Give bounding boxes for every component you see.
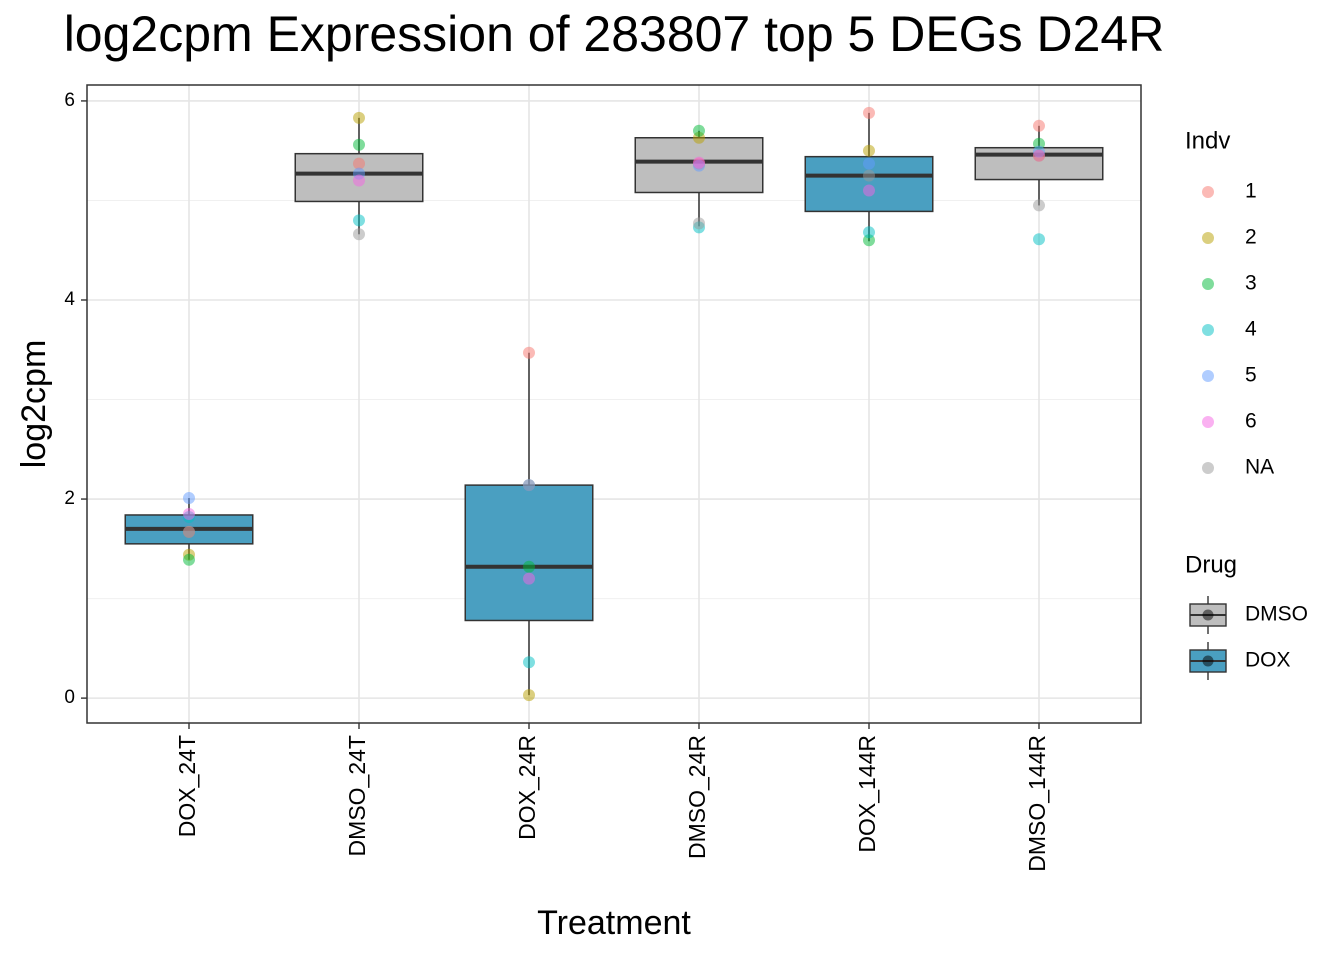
point bbox=[1033, 119, 1045, 132]
point bbox=[183, 507, 195, 520]
x-tick-label: DOX_144R bbox=[854, 735, 880, 853]
y-tick-label: 4 bbox=[64, 289, 75, 310]
point bbox=[1033, 199, 1045, 212]
point bbox=[693, 217, 705, 230]
chart-title: log2cpm Expression of 283807 top 5 DEGs … bbox=[64, 6, 1165, 62]
x-tick-label: DMSO_24T bbox=[344, 735, 370, 856]
legend-label: DOX bbox=[1245, 649, 1291, 672]
legend-swatch bbox=[1202, 462, 1214, 474]
point bbox=[693, 156, 705, 169]
point bbox=[353, 228, 365, 241]
point bbox=[863, 144, 875, 157]
legend-label: 2 bbox=[1245, 226, 1257, 249]
x-tick-label: DOX_24T bbox=[174, 735, 200, 837]
legend-point bbox=[1202, 655, 1214, 667]
point bbox=[523, 560, 535, 573]
point bbox=[863, 169, 875, 182]
y-tick-label: 0 bbox=[64, 687, 75, 708]
legend-label: 6 bbox=[1245, 410, 1257, 433]
point bbox=[1033, 233, 1045, 246]
point bbox=[183, 525, 195, 538]
y-tick-label: 2 bbox=[64, 488, 75, 509]
legend-label: DMSO bbox=[1245, 603, 1308, 626]
legend-label: NA bbox=[1245, 456, 1274, 479]
point bbox=[183, 492, 195, 505]
legend-label: 1 bbox=[1245, 180, 1257, 203]
x-tick-label: DOX_24R bbox=[514, 735, 540, 840]
legend-swatch bbox=[1202, 416, 1214, 428]
point bbox=[523, 346, 535, 359]
plot-border bbox=[86, 84, 1142, 724]
point bbox=[183, 553, 195, 566]
legend-swatch bbox=[1202, 370, 1214, 382]
legend-swatch bbox=[1202, 186, 1214, 198]
point bbox=[523, 656, 535, 669]
legend-title: Drug bbox=[1185, 551, 1237, 578]
legend-swatch bbox=[1202, 232, 1214, 244]
point bbox=[1033, 149, 1045, 162]
point bbox=[353, 111, 365, 124]
point bbox=[863, 226, 875, 239]
point bbox=[523, 479, 535, 492]
legend-title: Indv bbox=[1185, 127, 1230, 154]
legend-label: 3 bbox=[1245, 272, 1257, 295]
point bbox=[693, 124, 705, 137]
legend-swatch bbox=[1202, 324, 1214, 336]
point bbox=[863, 106, 875, 119]
point bbox=[353, 138, 365, 151]
point bbox=[353, 214, 365, 227]
legend-label: 4 bbox=[1245, 318, 1257, 341]
point bbox=[863, 157, 875, 170]
y-axis-label: log2cpm bbox=[15, 340, 53, 469]
legend-point bbox=[1202, 609, 1214, 621]
legend-label: 5 bbox=[1245, 364, 1257, 387]
x-tick-label: DMSO_144R bbox=[1024, 735, 1050, 872]
point bbox=[523, 689, 535, 702]
point bbox=[523, 572, 535, 585]
x-axis-label: Treatment bbox=[537, 904, 691, 942]
x-tick-label: DMSO_24R bbox=[684, 735, 710, 859]
y-tick-label: 6 bbox=[64, 90, 75, 111]
legend-swatch bbox=[1202, 278, 1214, 290]
point bbox=[353, 157, 365, 170]
point bbox=[863, 184, 875, 197]
box bbox=[464, 484, 594, 622]
point bbox=[353, 174, 365, 187]
